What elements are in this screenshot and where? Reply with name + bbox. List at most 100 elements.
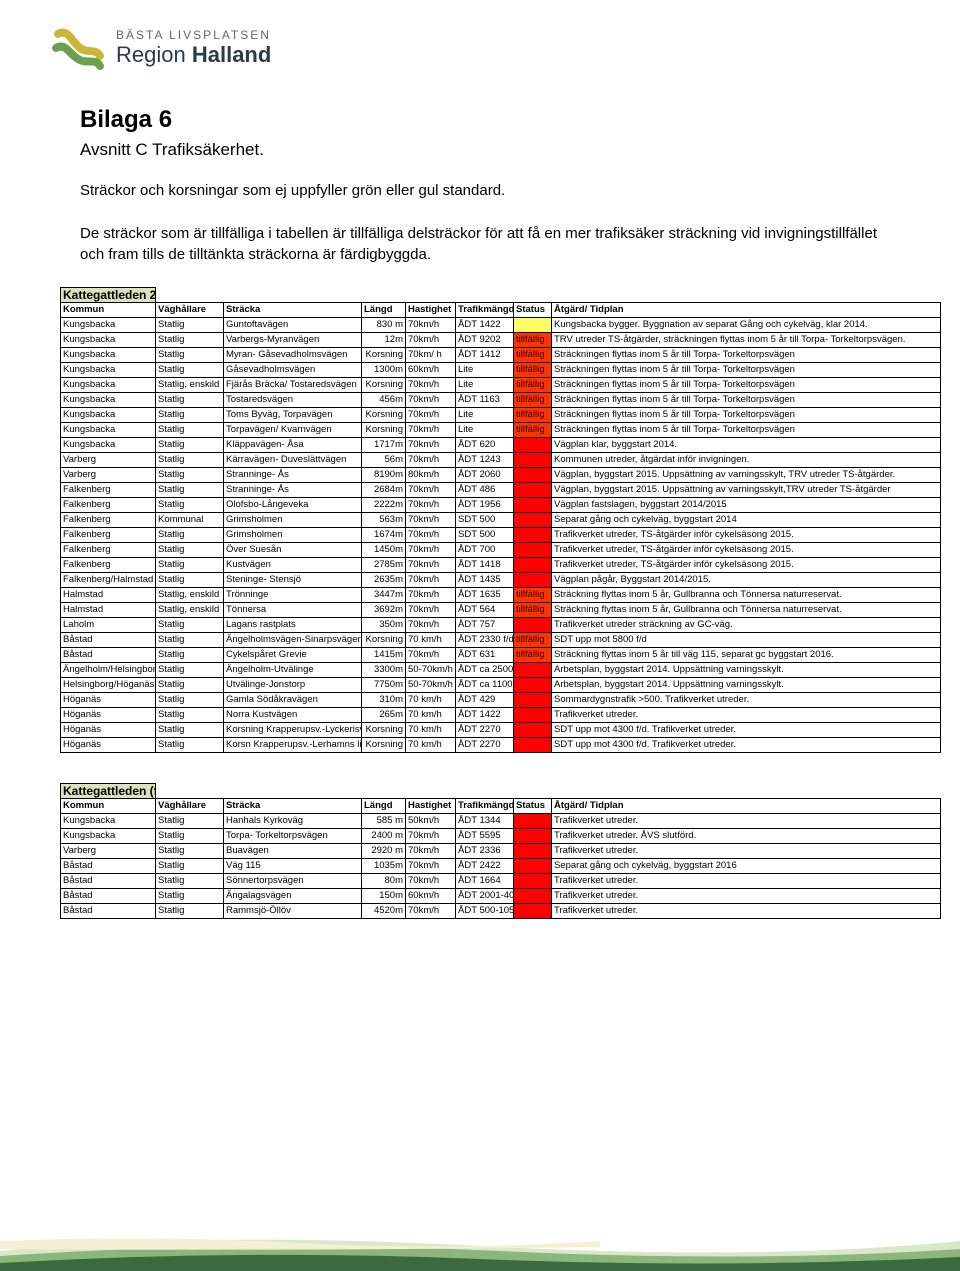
cell: Statlig — [156, 859, 224, 874]
cell: Trafikverket utreder sträckning av GC-vä… — [552, 618, 941, 633]
cell: 70 km/h — [406, 693, 456, 708]
cell: Båstad — [61, 633, 156, 648]
cell: Trafikverket utreder, TS-åtgärder inför … — [552, 528, 941, 543]
cell: 2785m — [362, 558, 406, 573]
table-row: KungsbackaStatligKläppavägen- Åsa1717m70… — [61, 438, 941, 453]
cell: 70km/h — [406, 378, 456, 393]
table-row: VarbergStatligKärravägen- Duveslättvägen… — [61, 453, 941, 468]
cell: 2920 m — [362, 844, 406, 859]
cell: Fjärås Bräcka/ Tostaredsvägen — [224, 378, 362, 393]
cell: 70km/h — [406, 588, 456, 603]
cell: 70km/h — [406, 528, 456, 543]
table-row: HöganäsStatligKorsn Krapperupsv.-Lerhamn… — [61, 738, 941, 753]
table-row: FalkenbergStatligStranninge- Ås2684m70km… — [61, 483, 941, 498]
cell — [514, 693, 552, 708]
column-4: Hastighet — [406, 799, 456, 814]
cell: Statlig — [156, 618, 224, 633]
cell: Helsingborg/Höganäs — [61, 678, 156, 693]
table-row: BåstadStatligÄngelholmsvägen-Sinarpsväge… — [61, 633, 941, 648]
cell: Varbergs-Myranvägen — [224, 333, 362, 348]
table-title-row: Kattegattleden (framtida delsträckor) — [61, 784, 941, 799]
table-title-cell: Kattegattleden 2015 — [61, 288, 156, 303]
cell: Kungsbacka — [61, 438, 156, 453]
cell: Lite — [456, 423, 514, 438]
table-header-row: KommunVäghållareSträckaLängdHastighetTra… — [61, 799, 941, 814]
cell: Båstad — [61, 874, 156, 889]
cell: ÅDT 2336 — [456, 844, 514, 859]
cell — [514, 708, 552, 723]
cell: Båstad — [61, 648, 156, 663]
cell: Kungsbacka — [61, 393, 156, 408]
cell: ÅDT 757 — [456, 618, 514, 633]
cell: Arbetsplan, byggstart 2014. Uppsättning … — [552, 678, 941, 693]
cell: Kungsbacka — [61, 333, 156, 348]
cell: 50km/h — [406, 814, 456, 829]
cell: SDT upp mot 4300 f/d. Trafikverket utred… — [552, 723, 941, 738]
cell: Sträckningen flyttas inom 5 år till Torp… — [552, 408, 941, 423]
cell: 70 km/h — [406, 708, 456, 723]
cell: ÅDT 486 — [456, 483, 514, 498]
table-kattegatt-2015: Kattegattleden 2015KommunVäghållareSträc… — [60, 287, 941, 753]
cell: Statlig — [156, 363, 224, 378]
cell: Statlig, enskild — [156, 603, 224, 618]
footer-band — [0, 1221, 960, 1271]
table-row: Falkenberg/HalmstadStatligSteninge- Sten… — [61, 573, 941, 588]
cell: Kungsbacka — [61, 829, 156, 844]
cell: 3447m — [362, 588, 406, 603]
cell: Falkenberg — [61, 543, 156, 558]
cell: Gamla Södåkravägen — [224, 693, 362, 708]
table-row: BåstadStatligCykelspåret Grevie1415m70km… — [61, 648, 941, 663]
cell: ÅDT 1344 — [456, 814, 514, 829]
cell: Trafikverket utreder, TS-åtgärder inför … — [552, 543, 941, 558]
cell: Statlig — [156, 438, 224, 453]
cell: Statlig — [156, 348, 224, 363]
doc-subtitle: Avsnitt C Trafiksäkerhet. — [80, 140, 910, 160]
cell: Statlig — [156, 633, 224, 648]
cell: 70km/h — [406, 423, 456, 438]
table-row: KungsbackaStatlig, enskildFjärås Bräcka/… — [61, 378, 941, 393]
cell: 80km/h — [406, 468, 456, 483]
cell: 70km/h — [406, 603, 456, 618]
cell: Guntoftavägen — [224, 318, 362, 333]
cell: Varberg — [61, 468, 156, 483]
cell: Statlig — [156, 663, 224, 678]
cell: Statlig — [156, 708, 224, 723]
cell: 70km/h — [406, 844, 456, 859]
cell: Tönnersa — [224, 603, 362, 618]
cell: 70km/h — [406, 393, 456, 408]
cell: tillfällig — [514, 363, 552, 378]
cell: Trafikverket utreder, TS-åtgärder inför … — [552, 558, 941, 573]
cell: 70km/ h — [406, 348, 456, 363]
cell: Båstad — [61, 859, 156, 874]
cell: 150m — [362, 889, 406, 904]
cell: Falkenberg — [61, 558, 156, 573]
document-page: BÄSTA LIVSPLATSEN Region Halland Bilaga … — [0, 0, 960, 1271]
cell: Trafikverket utreder. — [552, 904, 941, 919]
cell: ÅDT 1163 — [456, 393, 514, 408]
cell: 70km/h — [406, 859, 456, 874]
cell: Korsning — [362, 348, 406, 363]
table-row: VarbergStatligBuavägen2920 m70km/hÅDT 23… — [61, 844, 941, 859]
cell: Toms Byväg, Torpavägen — [224, 408, 362, 423]
cell: Korsning — [362, 633, 406, 648]
column-1: Väghållare — [156, 799, 224, 814]
table-row: BåstadStatligVäg 1151035m70km/hÅDT 2422S… — [61, 859, 941, 874]
cell: 80m — [362, 874, 406, 889]
cell: Grimsholmen — [224, 513, 362, 528]
cell: ÅDT 1422 — [456, 708, 514, 723]
logo-region-prefix: Region — [116, 42, 186, 67]
cell: ÅDT 1664 — [456, 874, 514, 889]
cell: Torpavägen/ Kvarnvägen — [224, 423, 362, 438]
cell: Trafikverket utreder. — [552, 889, 941, 904]
cell: 2684m — [362, 483, 406, 498]
cell: ÅDT 9202 — [456, 333, 514, 348]
cell: 2222m — [362, 498, 406, 513]
cell: Vägplan, byggstart 2015. Uppsättning av … — [552, 483, 941, 498]
table-row: BåstadStatligÄngalagsvägen150m60km/hÅDT … — [61, 889, 941, 904]
cell: Falkenberg — [61, 528, 156, 543]
cell: Kommunal — [156, 513, 224, 528]
column-3: Längd — [362, 303, 406, 318]
cell: ÅDT 631 — [456, 648, 514, 663]
cell: Falkenberg — [61, 498, 156, 513]
cell: Korsning — [362, 738, 406, 753]
